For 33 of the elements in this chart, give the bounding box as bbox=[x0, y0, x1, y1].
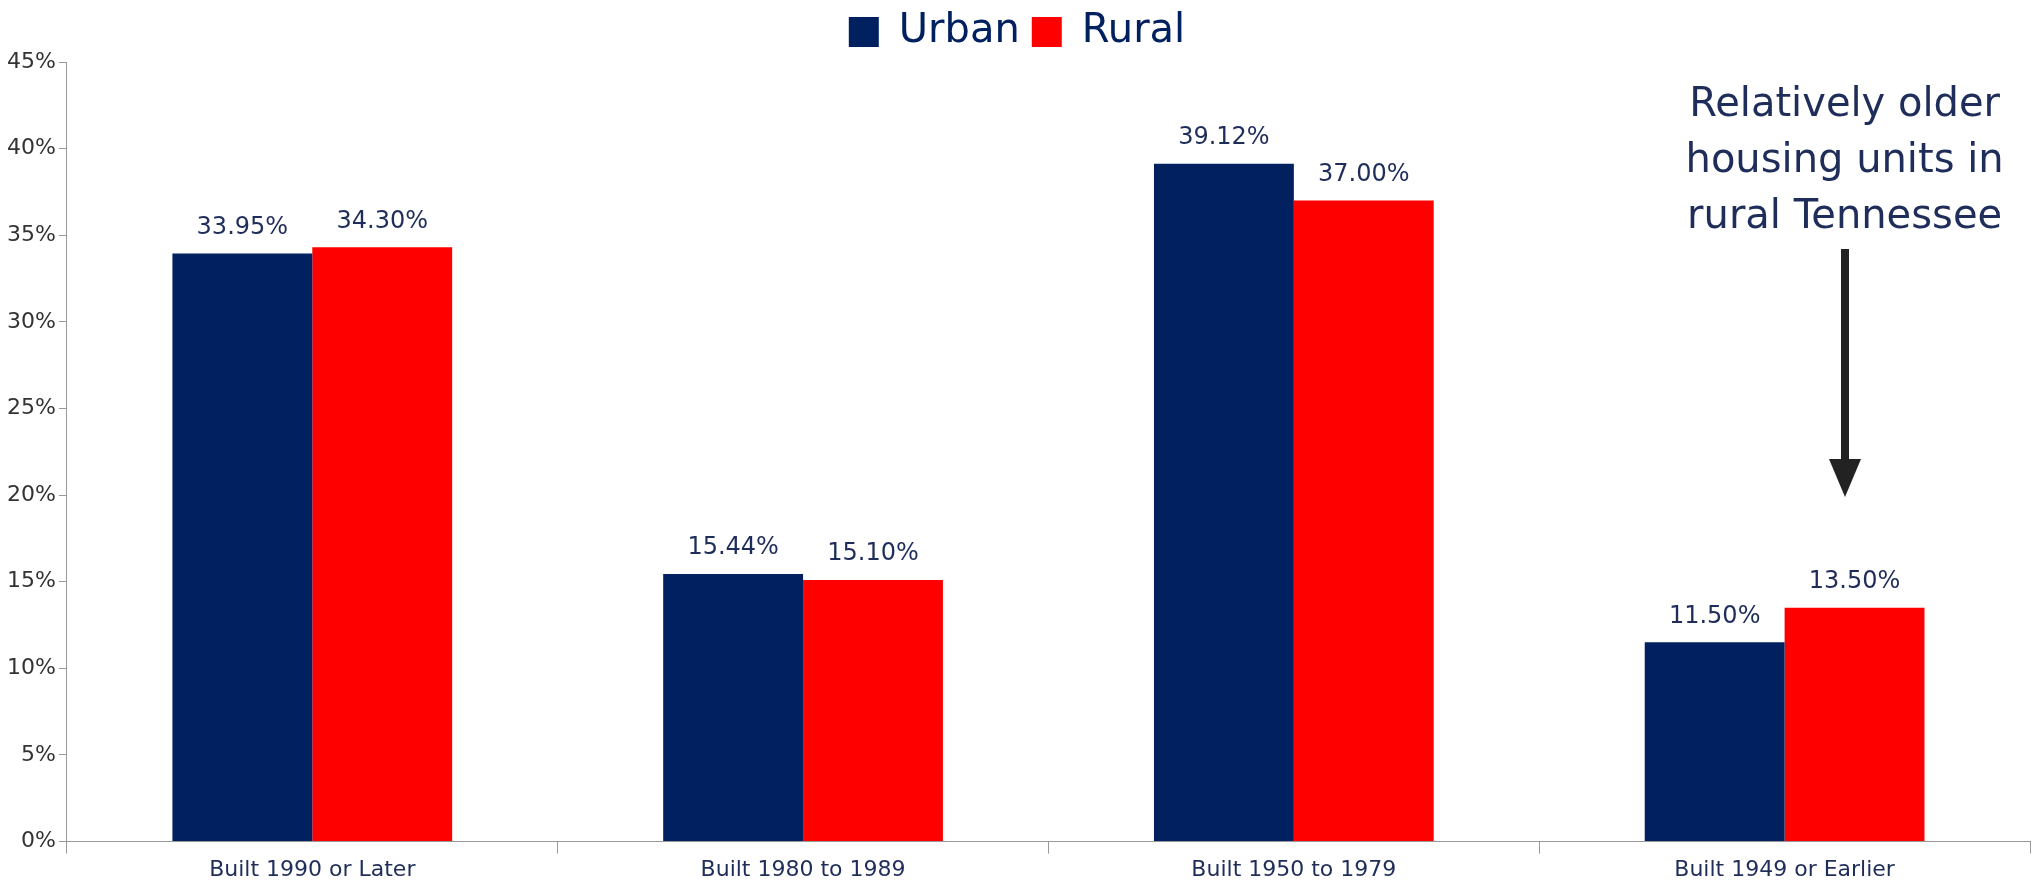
bar bbox=[1293, 200, 1434, 842]
bar bbox=[172, 253, 313, 842]
bar bbox=[312, 247, 453, 842]
data-label: 39.12% bbox=[1178, 122, 1270, 151]
x-tick-label: Built 1990 or Later bbox=[209, 855, 417, 881]
bar bbox=[1644, 642, 1785, 842]
y-tick-label: 25% bbox=[6, 394, 56, 420]
data-label: 37.00% bbox=[1318, 158, 1410, 187]
y-tick-label: 30% bbox=[6, 307, 56, 333]
y-tick-label: 20% bbox=[6, 480, 56, 506]
legend-label: Urban bbox=[898, 5, 1020, 52]
x-tick-label: Built 1949 or Earlier bbox=[1674, 855, 1896, 881]
y-tick-label: 45% bbox=[6, 47, 56, 73]
data-label: 15.44% bbox=[687, 532, 779, 561]
y-tick-label: 40% bbox=[6, 134, 56, 160]
y-tick-label: 0% bbox=[20, 827, 56, 853]
y-tick-label: 5% bbox=[20, 740, 56, 766]
data-label: 34.30% bbox=[336, 205, 428, 234]
data-label: 33.95% bbox=[196, 211, 289, 240]
legend-label: Rural bbox=[1081, 5, 1186, 52]
bar bbox=[803, 580, 943, 842]
bar bbox=[1784, 607, 1925, 842]
annotation: Relatively older housing units in rural Tennessee bbox=[1684, 78, 2005, 239]
data-label: 13.50% bbox=[1808, 565, 1901, 594]
bar bbox=[1153, 163, 1294, 842]
y-tick-label: 15% bbox=[6, 567, 56, 593]
y-tick-label: 10% bbox=[6, 654, 56, 680]
data-label: 11.50% bbox=[1668, 600, 1761, 629]
data-label: 15.10% bbox=[827, 538, 919, 567]
x-tick-label: Built 1950 to 1979 bbox=[1191, 855, 1397, 881]
y-tick-label: 35% bbox=[6, 220, 56, 246]
bar bbox=[663, 574, 804, 842]
x-tick-label: Built 1980 to 1989 bbox=[700, 855, 906, 881]
